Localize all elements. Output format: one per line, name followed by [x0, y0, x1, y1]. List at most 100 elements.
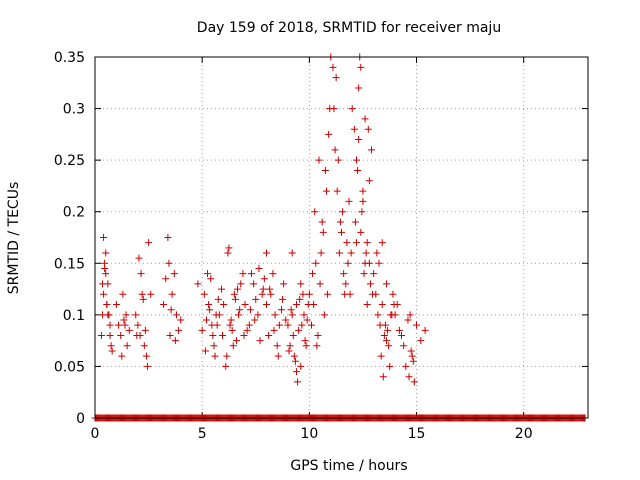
data-point: [310, 301, 318, 309]
data-point: [137, 270, 145, 278]
data-point: [145, 239, 153, 247]
data-point: [134, 321, 142, 329]
data-point: [297, 362, 305, 370]
data-point: [332, 74, 340, 82]
data-point: [105, 311, 113, 319]
data-point: [391, 311, 399, 319]
data-point: [250, 280, 258, 288]
data-point: [117, 331, 125, 339]
data-point: [274, 352, 282, 360]
chart-title: Day 159 of 2018, SRMTID for receiver maj…: [197, 20, 501, 36]
data-point: [296, 295, 304, 303]
data-point: [292, 301, 300, 309]
data-point: [207, 275, 215, 283]
data-point: [365, 177, 373, 185]
data-point: [288, 311, 296, 319]
data-point: [226, 321, 234, 329]
data-point: [421, 326, 429, 334]
data-point: [316, 280, 324, 288]
data-point: [104, 280, 112, 288]
data-point: [361, 115, 369, 123]
data-point: [141, 326, 149, 334]
data-point: [324, 290, 332, 298]
data-point: [331, 146, 339, 154]
data-point: [101, 259, 109, 267]
data-point: [258, 290, 266, 298]
x-tick-label: 0: [91, 426, 100, 442]
data-point: [362, 249, 370, 257]
data-point: [410, 378, 418, 386]
data-point: [303, 316, 311, 324]
data-point: [335, 249, 343, 257]
data-point: [166, 331, 174, 339]
data-point: [240, 331, 248, 339]
data-point: [330, 105, 338, 113]
data-point: [214, 295, 222, 303]
data-point: [231, 295, 239, 303]
data-point: [275, 321, 283, 329]
y-axis-title: SRMTID / TECUs: [6, 182, 22, 295]
data-point: [404, 316, 412, 324]
data-point: [198, 326, 206, 334]
data-point: [259, 285, 267, 293]
data-point: [266, 285, 274, 293]
data-point: [271, 311, 279, 319]
y-tick-label: 0.1: [63, 308, 85, 324]
data-point: [357, 63, 365, 71]
data-point: [400, 342, 408, 350]
data-point: [294, 378, 302, 386]
data-point: [252, 295, 260, 303]
data-point: [354, 166, 362, 174]
data-point: [383, 280, 391, 288]
data-point: [194, 280, 202, 288]
grid: [95, 57, 588, 418]
data-point: [227, 316, 235, 324]
data-point: [103, 301, 111, 309]
data-point: [290, 352, 298, 360]
y-axis-ticks: 0 0.05 0.1 0.15 0.2 0.25 0.3 0.35: [54, 50, 588, 427]
data-point: [285, 347, 293, 355]
data-point: [270, 326, 278, 334]
data-point: [295, 326, 303, 334]
data-point: [262, 249, 270, 257]
data-point: [360, 270, 368, 278]
data-point: [287, 306, 295, 314]
data-point: [246, 306, 254, 314]
data-point: [395, 326, 403, 334]
data-point: [237, 280, 245, 288]
data-point: [368, 146, 376, 154]
data-point: [288, 249, 296, 257]
data-point: [277, 306, 285, 314]
data-point: [273, 342, 281, 350]
y-tick-label: 0.2: [63, 205, 85, 221]
data-point: [402, 362, 410, 370]
data-point: [121, 321, 129, 329]
data-point: [386, 362, 394, 370]
data-point: [325, 130, 333, 138]
data-point: [363, 301, 371, 309]
data-point: [322, 187, 330, 195]
data-point: [239, 270, 247, 278]
data-point: [383, 337, 391, 345]
data-point: [364, 125, 372, 133]
data-point: [417, 337, 425, 345]
data-point: [389, 290, 397, 298]
data-point: [302, 342, 310, 350]
data-point: [123, 342, 131, 350]
data-point: [256, 337, 264, 345]
data-point: [168, 290, 176, 298]
data-point: [265, 331, 273, 339]
data-point: [135, 254, 143, 262]
data-point: [167, 306, 175, 314]
data-point: [267, 290, 275, 298]
data-point: [406, 311, 414, 319]
data-point: [297, 280, 305, 288]
data-point: [358, 208, 366, 216]
data-point: [177, 316, 185, 324]
y-tick-label: 0.3: [63, 102, 85, 118]
data-point: [363, 239, 371, 247]
data-point: [373, 249, 381, 257]
data-point: [138, 290, 146, 298]
data-point: [379, 373, 387, 381]
data-point: [118, 352, 126, 360]
